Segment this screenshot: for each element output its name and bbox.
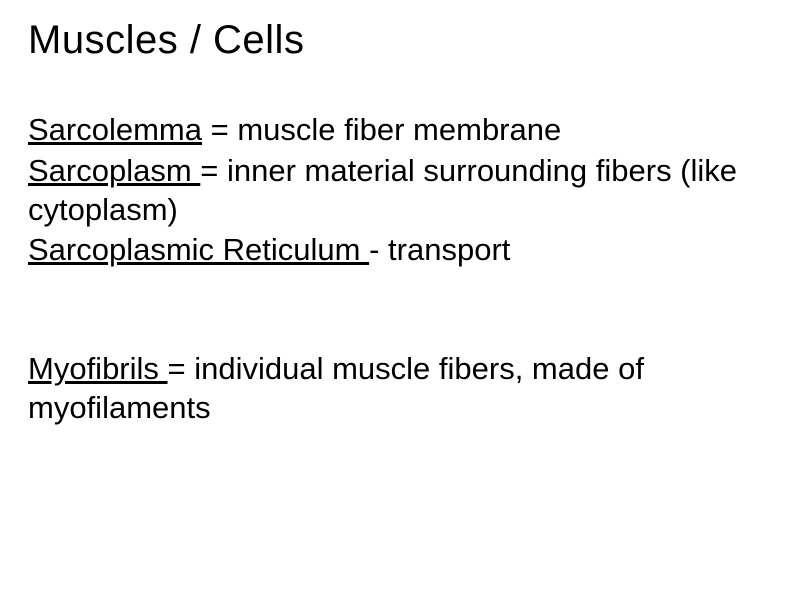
definition-text: = muscle fiber membrane [202, 112, 561, 147]
definition-line: Sarcoplasmic Reticulum - transport [28, 231, 772, 270]
definition-line: Sarcoplasm = inner material surrounding … [28, 152, 772, 230]
spacer [28, 272, 772, 350]
term-sarcolemma: Sarcolemma [28, 112, 202, 147]
slide-title: Muscles / Cells [28, 18, 772, 63]
term-sarcoplasmic-reticulum: Sarcoplasmic Reticulum [28, 232, 369, 267]
term-sarcoplasm: Sarcoplasm [28, 153, 200, 188]
term-myofibrils: Myofibrils [28, 351, 168, 386]
slide-body: Sarcolemma = muscle fiber membrane Sarco… [28, 111, 772, 428]
definition-text: - transport [369, 232, 510, 267]
slide: Muscles / Cells Sarcolemma = muscle fibe… [0, 0, 800, 600]
definition-line: Myofibrils = individual muscle fibers, m… [28, 350, 772, 428]
definition-line: Sarcolemma = muscle fiber membrane [28, 111, 772, 150]
